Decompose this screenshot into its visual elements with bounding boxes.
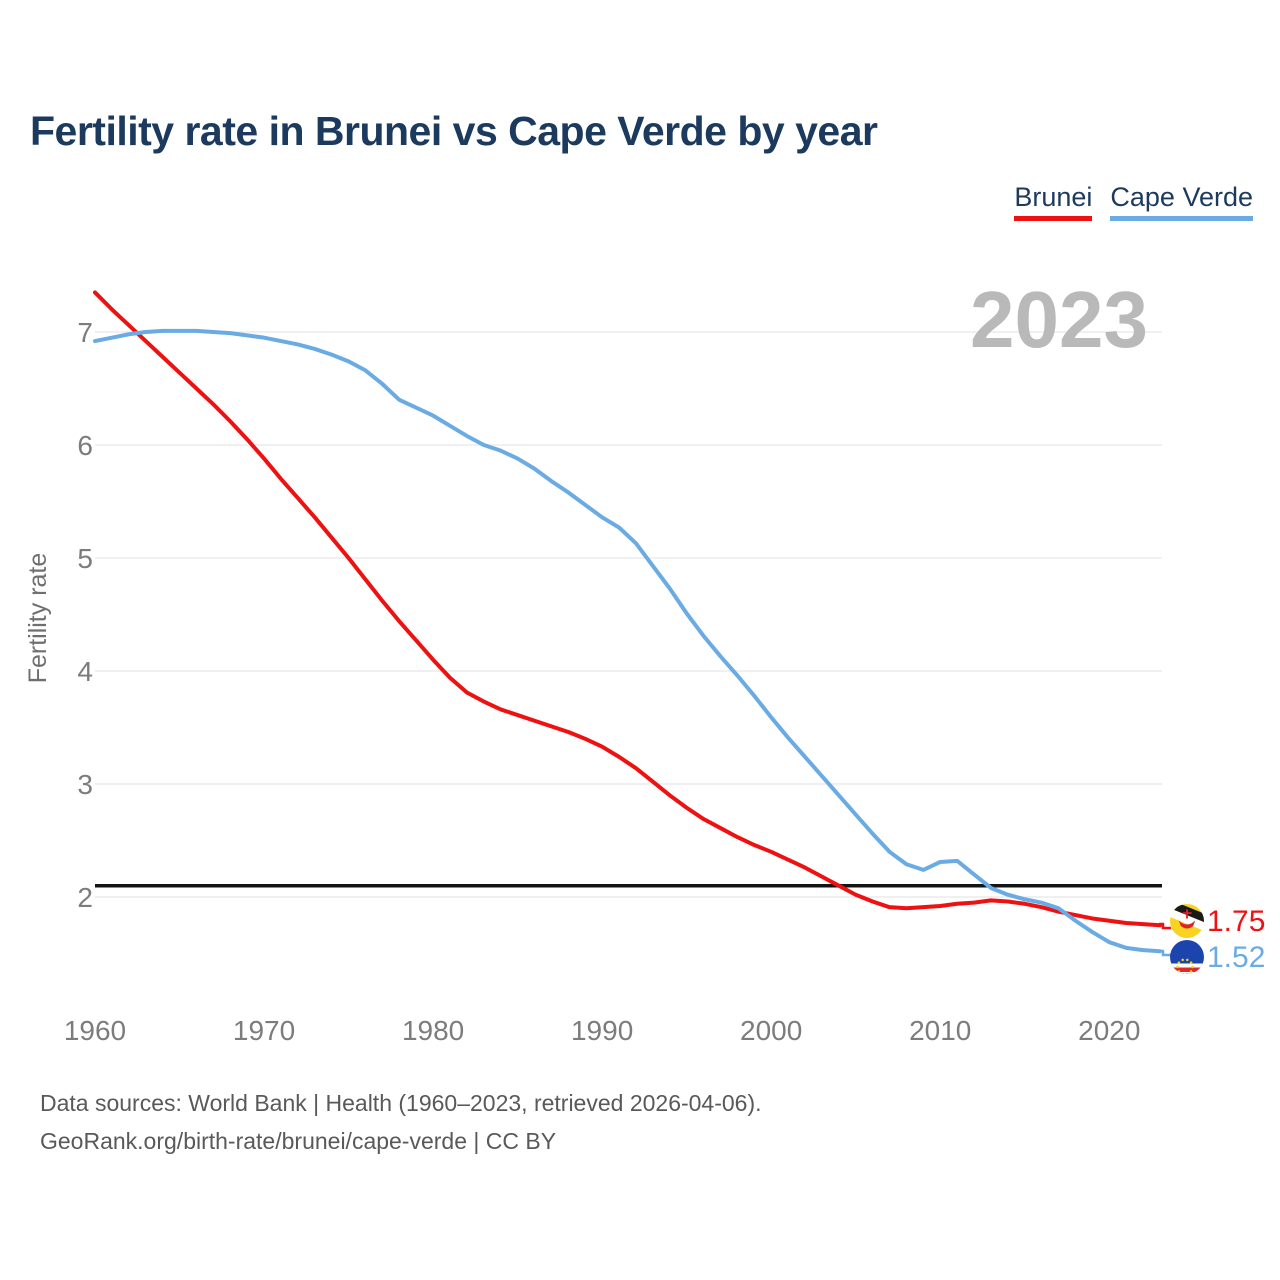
legend-item-brunei[interactable]: Brunei [1014, 183, 1093, 222]
svg-text:1960: 1960 [64, 1015, 126, 1046]
svg-text:1980: 1980 [402, 1015, 464, 1046]
cape-verde-flag-icon [1170, 940, 1204, 974]
year-watermark: 2023 [970, 275, 1148, 364]
svg-text:3: 3 [77, 769, 93, 800]
svg-text:5: 5 [77, 543, 93, 574]
brunei-end-value: 1.75 [1207, 905, 1265, 938]
svg-text:2000: 2000 [740, 1015, 802, 1046]
gridlines [95, 331, 1162, 898]
attribution-line: GeoRank.org/birth-rate/brunei/cape-verde… [40, 1128, 557, 1154]
x-axis-tick-labels: 1960 1970 1980 1990 2000 2010 2020 [64, 1015, 1141, 1046]
brunei-crest [1178, 909, 1196, 929]
brunei-end-marker: 1.75 [1159, 904, 1265, 938]
svg-text:1970: 1970 [233, 1015, 295, 1046]
svg-text:2: 2 [77, 882, 93, 913]
legend: Brunei Cape Verde [1014, 183, 1253, 222]
brunei-leader-line [1159, 922, 1171, 930]
svg-text:4: 4 [77, 656, 93, 687]
svg-text:7: 7 [77, 317, 93, 348]
cape-verde-leader-line [1159, 949, 1171, 957]
svg-text:1990: 1990 [571, 1015, 633, 1046]
data-sources-line: Data sources: World Bank | Health (1960–… [40, 1090, 762, 1116]
cape-verde-stars [1176, 958, 1194, 974]
svg-text:2010: 2010 [909, 1015, 971, 1046]
series-lines [93, 290, 1162, 954]
cape-verde-end-value: 1.52 [1207, 941, 1265, 974]
legend-item-cape-verde[interactable]: Cape Verde [1110, 183, 1253, 222]
svg-text:2020: 2020 [1078, 1015, 1140, 1046]
page-title: Fertility rate in Brunei vs Cape Verde b… [30, 108, 878, 154]
y-axis-tick-labels: 2 3 4 5 6 7 [77, 317, 93, 913]
footer: Data sources: World Bank | Health (1960–… [40, 1084, 762, 1160]
y-axis-title: Fertility rate [24, 553, 52, 684]
svg-text:6: 6 [77, 430, 93, 461]
cape-verde-end-marker: 1.52 [1159, 940, 1265, 974]
